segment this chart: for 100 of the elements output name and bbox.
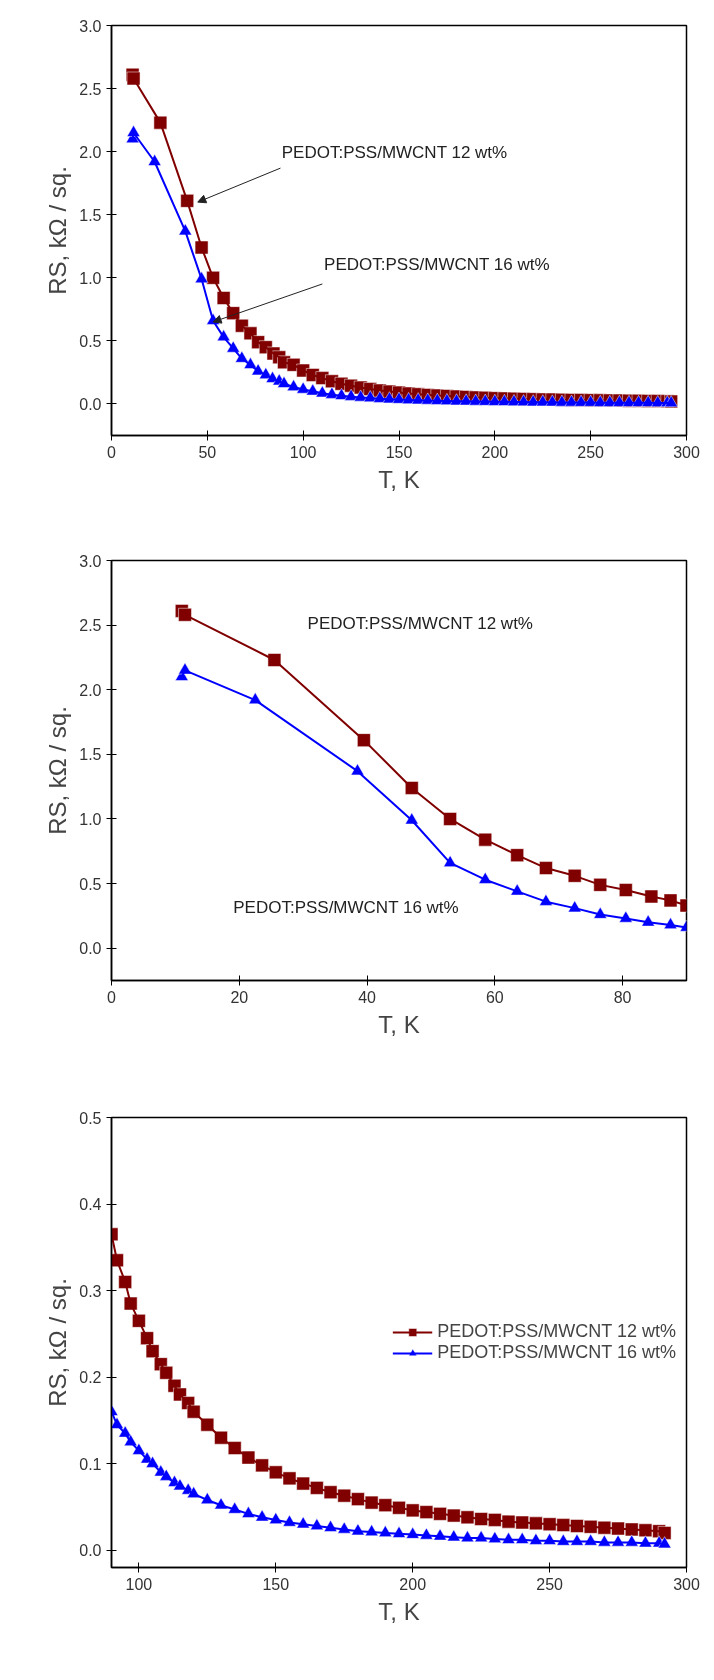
x-tick-label: 0 bbox=[107, 443, 117, 461]
legend-label: PEDOT:PSS/MWCNT 12 wt% bbox=[437, 1321, 676, 1342]
point bbox=[556, 1518, 571, 1532]
annotation: PEDOT:PSS/MWCNT 16 wt% bbox=[233, 898, 459, 918]
y-tick-label: 0.5 bbox=[79, 875, 102, 893]
point bbox=[282, 1514, 297, 1527]
point bbox=[323, 1519, 338, 1532]
point bbox=[123, 1434, 138, 1447]
point bbox=[663, 893, 678, 908]
point bbox=[405, 1503, 420, 1518]
x-tick-label: 80 bbox=[613, 988, 632, 1006]
point bbox=[567, 869, 582, 883]
x-tick-label: 150 bbox=[385, 443, 413, 461]
y-tick-label: 1.5 bbox=[79, 206, 102, 224]
point bbox=[267, 653, 282, 667]
x-tick-label: 0 bbox=[107, 988, 117, 1006]
point bbox=[611, 1521, 625, 1536]
point bbox=[255, 1458, 269, 1473]
point bbox=[556, 1533, 571, 1546]
point bbox=[447, 1508, 461, 1523]
annotation: PEDOT:PSS/MWCNT 12 wt% bbox=[281, 142, 508, 162]
point bbox=[657, 1526, 672, 1540]
y-axis-title: RS, kΩ / sq. bbox=[44, 166, 72, 295]
point bbox=[583, 1533, 598, 1546]
point bbox=[529, 1532, 543, 1545]
point bbox=[611, 1534, 625, 1547]
point bbox=[539, 893, 553, 906]
point bbox=[296, 1476, 310, 1491]
y-tick-label: 0.5 bbox=[79, 1109, 102, 1127]
point bbox=[529, 1516, 543, 1531]
y-tick-label: 2.0 bbox=[79, 681, 102, 699]
point bbox=[542, 1517, 557, 1531]
x-axis-title: T, K bbox=[378, 1597, 420, 1625]
point bbox=[510, 883, 524, 896]
point bbox=[132, 1314, 146, 1328]
y-tick-label: 2.5 bbox=[79, 617, 102, 635]
point bbox=[624, 1522, 639, 1537]
point bbox=[378, 1498, 393, 1512]
x-tick-label: 100 bbox=[125, 1575, 153, 1593]
x-tick-label: 300 bbox=[673, 443, 700, 461]
x-tick-label: 40 bbox=[358, 988, 377, 1006]
point bbox=[478, 871, 492, 884]
point bbox=[570, 1533, 584, 1546]
y-tick-label: 0.1 bbox=[79, 1455, 102, 1473]
point bbox=[657, 1536, 672, 1549]
x-tick-label: 300 bbox=[673, 1575, 700, 1593]
point bbox=[178, 608, 192, 622]
point bbox=[567, 900, 582, 913]
y-tick-label: 1.5 bbox=[79, 746, 102, 764]
point bbox=[433, 1507, 447, 1521]
point bbox=[145, 1455, 160, 1468]
y-tick-label: 1.0 bbox=[79, 810, 102, 828]
point bbox=[145, 1344, 160, 1358]
point bbox=[227, 1501, 242, 1514]
point bbox=[255, 1509, 269, 1522]
point bbox=[214, 1497, 228, 1510]
point bbox=[644, 889, 659, 904]
point bbox=[216, 291, 231, 305]
point bbox=[350, 763, 365, 776]
point bbox=[542, 1532, 557, 1545]
x-tick-label: 60 bbox=[485, 988, 504, 1006]
y-tick-label: 0.3 bbox=[79, 1282, 102, 1300]
point bbox=[597, 1520, 612, 1535]
point bbox=[570, 1519, 584, 1533]
point bbox=[638, 1523, 653, 1538]
point bbox=[539, 861, 553, 875]
x-tick-label: 250 bbox=[577, 443, 605, 461]
y-tick-label: 0.4 bbox=[79, 1196, 102, 1214]
point bbox=[419, 1527, 434, 1540]
point bbox=[241, 1506, 256, 1518]
x-tick-label: 50 bbox=[198, 443, 217, 461]
point bbox=[351, 1523, 365, 1536]
y-tick-label: 0.0 bbox=[79, 940, 102, 958]
x-tick-label: 200 bbox=[399, 1575, 427, 1593]
x-tick-label: 100 bbox=[289, 443, 317, 461]
point bbox=[178, 223, 193, 236]
y-tick-label: 1.0 bbox=[79, 269, 102, 287]
point bbox=[619, 910, 633, 923]
point bbox=[392, 1525, 406, 1538]
point bbox=[510, 848, 524, 862]
x-axis-title: T, K bbox=[378, 1010, 420, 1038]
point bbox=[216, 329, 231, 342]
x-tick-label: 20 bbox=[230, 988, 249, 1006]
point bbox=[378, 1525, 393, 1537]
point bbox=[478, 832, 492, 847]
point bbox=[515, 1532, 529, 1544]
point bbox=[638, 1535, 653, 1548]
x-tick-label: 250 bbox=[536, 1575, 564, 1593]
point bbox=[123, 1296, 138, 1311]
point bbox=[515, 1515, 529, 1530]
y-axis-title: RS, kΩ / sq. bbox=[44, 1278, 72, 1407]
y-tick-label: 0.5 bbox=[79, 332, 102, 350]
y-tick-label: 0.2 bbox=[79, 1369, 102, 1387]
point bbox=[296, 1516, 310, 1529]
point bbox=[269, 1512, 283, 1524]
point bbox=[251, 363, 265, 376]
point bbox=[153, 115, 168, 130]
point bbox=[118, 1275, 132, 1289]
point bbox=[593, 906, 607, 919]
y-tick-label: 3.0 bbox=[79, 552, 102, 570]
